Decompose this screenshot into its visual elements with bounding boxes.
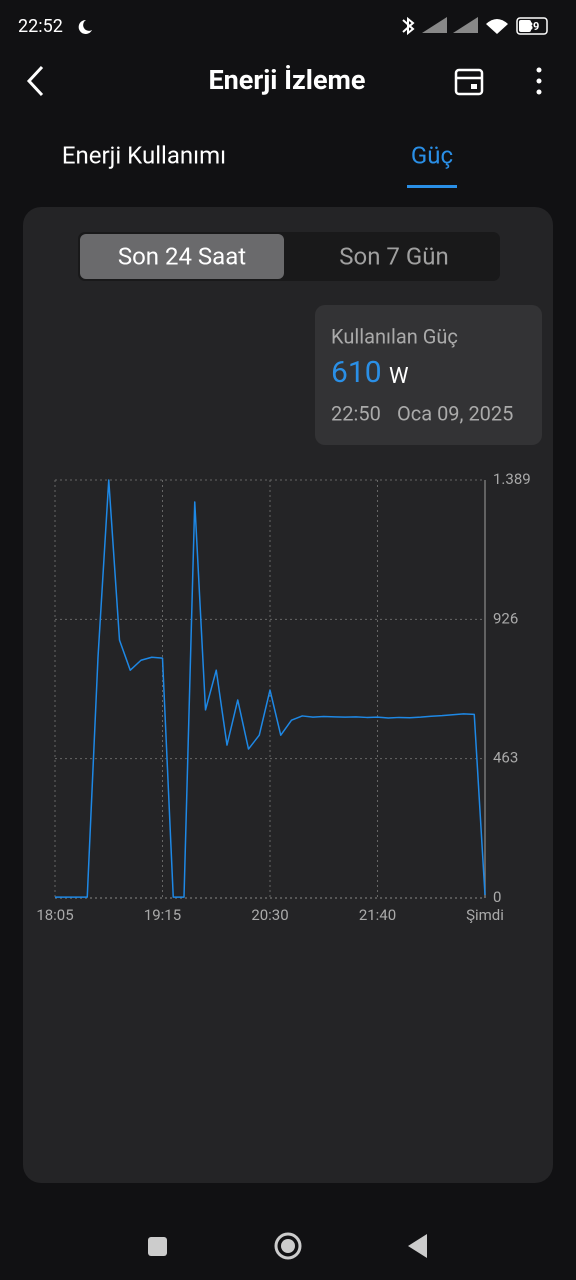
tab-active[interactable]: Güç [411,141,453,169]
x-tick-label: 20:30 [251,906,288,924]
menu-button[interactable] [536,67,542,95]
y-tick-label: 463 [493,749,518,767]
segment-selected [80,234,284,279]
y-tick-label: 1.389 [493,470,531,488]
calendar-button[interactable] [454,68,484,96]
nav-home[interactable] [274,1232,302,1260]
x-tick-label: 18:05 [36,906,73,924]
battery-text: 39 [527,20,540,33]
line [55,479,486,898]
x-tick-label: 21:40 [359,906,396,924]
moon-icon [78,19,92,34]
battery-level [519,20,531,32]
signal-icon-2 [453,17,478,33]
status-time: 22:52 [18,16,63,37]
segment[interactable]: Son 24 Saat [118,242,246,270]
x-tick-label: 19:15 [144,906,181,924]
x-tick-label: Şimdi [466,906,504,924]
battery [516,17,548,35]
tooltip-label: Kullanılan Güç [331,324,458,348]
tooltip-date: Oca 09, 2025 [397,401,513,425]
nav-back[interactable] [408,1234,427,1258]
bluetooth-icon [402,16,415,36]
wifi-icon [486,19,508,34]
tooltip-time: 22:50 [331,401,381,425]
segment[interactable]: Son 7 Gün [339,242,448,270]
tab[interactable]: Enerji Kullanımı [62,141,226,169]
tooltip [315,305,542,445]
tab-indicator [407,185,457,188]
signal-icon [422,17,447,33]
chart: 0 463 926 1.389 18:05 19:15 20:30 21:40 Şimdi [36,470,530,924]
y-tick-label: 0 [493,888,501,906]
card [23,207,553,1183]
nav-recent[interactable] [148,1237,167,1256]
y-tick-label: 926 [493,609,518,627]
tooltip-value: 610 [331,355,382,390]
tooltip-unit: W [389,364,409,389]
page-title: Enerji İzleme [208,64,365,96]
back-button[interactable] [26,65,44,97]
